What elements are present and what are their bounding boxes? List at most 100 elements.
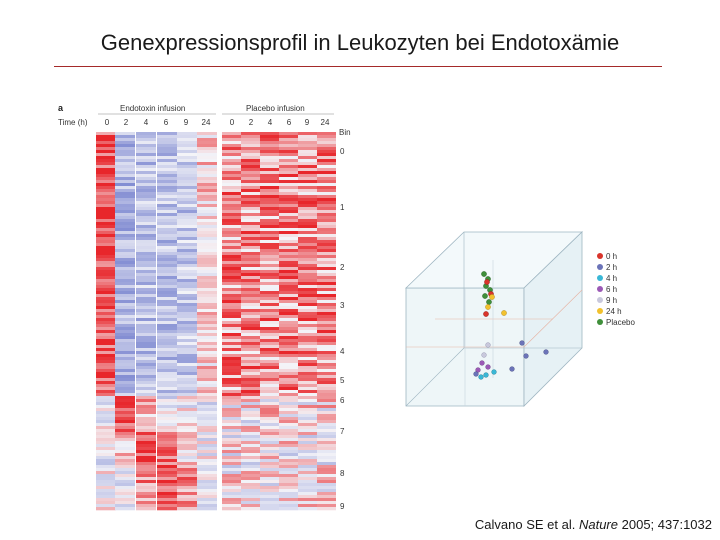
legend-label-placebo: Placebo	[606, 318, 635, 327]
heatmap-cell	[96, 405, 116, 409]
heatmap-cell	[157, 291, 177, 295]
heatmap-cell	[298, 228, 317, 232]
heatmap-cell	[177, 243, 197, 247]
heatmap-cell	[197, 195, 217, 199]
heatmap-cell	[260, 324, 279, 328]
heatmap-cell	[260, 336, 279, 340]
heatmap-cell	[177, 303, 197, 307]
heatmap-cell	[157, 270, 177, 274]
heatmap-cell	[298, 345, 317, 349]
heatmap-cell	[177, 420, 197, 424]
heatmap-cell	[136, 390, 156, 394]
heatmap-cell	[241, 483, 260, 487]
heatmap-cell	[136, 444, 156, 448]
heatmap-cell	[157, 333, 177, 337]
heatmap-cell	[317, 468, 336, 472]
heatmap-cell	[136, 432, 156, 436]
heatmap-cell	[279, 141, 298, 145]
heatmap-cell	[260, 228, 279, 232]
heatmap-cell	[260, 174, 279, 178]
heatmap-cell	[317, 246, 336, 250]
heatmap-cell	[317, 483, 336, 487]
heatmap-cell	[177, 450, 197, 454]
heatmap-cell	[317, 369, 336, 373]
point-placebo	[482, 293, 488, 299]
heatmap-cell	[136, 408, 156, 412]
heatmap-cell	[298, 207, 317, 211]
heatmap-cell	[260, 207, 279, 211]
heatmap-cell	[279, 453, 298, 457]
heatmap-cell	[157, 507, 177, 511]
bin-label-6: 6	[340, 396, 345, 405]
heatmap-cell	[115, 237, 135, 241]
heatmap-cell	[317, 351, 336, 355]
bin-label-7: 7	[340, 427, 345, 436]
legend-label-2h: 2 h	[606, 263, 617, 272]
heatmap-cell	[298, 159, 317, 163]
heatmap-cell	[136, 270, 156, 274]
heatmap-cell	[241, 396, 260, 400]
heatmap-cell	[197, 258, 217, 262]
heatmap-cell	[96, 411, 116, 415]
heatmap-cell	[317, 387, 336, 391]
heatmap-cell	[279, 483, 298, 487]
heatmap-cell	[317, 225, 336, 229]
heatmap-cell	[157, 318, 177, 322]
heatmap-cell	[317, 312, 336, 316]
heatmap-cell	[279, 435, 298, 439]
heatmap-cell	[260, 402, 279, 406]
heatmap-cell	[177, 288, 197, 292]
point-24h	[485, 304, 491, 310]
heatmap-cell	[115, 246, 135, 250]
heatmap-cell	[177, 186, 197, 190]
heatmap-cell	[317, 165, 336, 169]
heatmap-cell	[96, 369, 116, 373]
heatmap-cell	[177, 315, 197, 319]
heatmap-cell	[298, 342, 317, 346]
heatmap-cell	[298, 303, 317, 307]
heatmap-cell	[222, 498, 241, 502]
heatmap-cell	[298, 150, 317, 154]
heatmap-cell	[197, 375, 217, 379]
heatmap-cell	[136, 285, 156, 289]
heatmap-cell	[157, 165, 177, 169]
heatmap-cell	[136, 417, 156, 421]
heatmap-cell	[197, 354, 217, 358]
heatmap-cell	[260, 420, 279, 424]
heatmap-cell	[115, 132, 135, 136]
heatmap-cell	[177, 324, 197, 328]
heatmap-cell	[317, 135, 336, 139]
heatmap-cell	[96, 249, 116, 253]
heatmap-cell	[298, 258, 317, 262]
heatmap-cell	[157, 177, 177, 181]
heatmap-cell	[241, 144, 260, 148]
heatmap-cell	[298, 153, 317, 157]
heatmap-cell	[136, 147, 156, 151]
heatmap-cell	[222, 249, 241, 253]
point-4h	[478, 374, 484, 380]
heatmap-cell	[177, 141, 197, 145]
heatmap-cell	[96, 219, 116, 223]
heatmap-cell	[136, 192, 156, 196]
heatmap-cell	[222, 486, 241, 490]
heatmap-cell	[136, 174, 156, 178]
heatmap-cell	[197, 420, 217, 424]
heatmap-cell	[298, 138, 317, 142]
heatmap-cell	[317, 213, 336, 217]
heatmap-cell	[241, 321, 260, 325]
heatmap-cell	[197, 387, 217, 391]
heatmap-cell	[177, 393, 197, 397]
heatmap-cell	[260, 180, 279, 184]
heatmap-cell	[260, 288, 279, 292]
heatmap-cell	[241, 372, 260, 376]
heatmap-cell	[136, 198, 156, 202]
heatmap-cell	[96, 180, 116, 184]
heatmap-cell	[136, 342, 156, 346]
heatmap-cell	[298, 426, 317, 430]
heatmap-cell	[157, 231, 177, 235]
heatmap-cell	[241, 330, 260, 334]
heatmap-cell	[115, 282, 135, 286]
heatmap-cell	[177, 366, 197, 370]
heatmap-cell	[96, 321, 116, 325]
heatmap-cell	[197, 474, 217, 478]
